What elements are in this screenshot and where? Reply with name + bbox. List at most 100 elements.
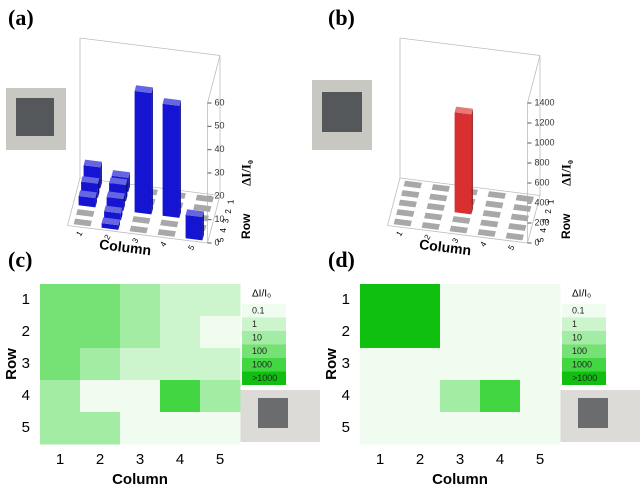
legend-label: 10 (572, 332, 582, 342)
y-tick-label: 4 (539, 228, 548, 233)
y-tick-label: 4 (219, 228, 228, 233)
heat-cell (40, 316, 81, 349)
legend-title: ΔI/I₀ (572, 289, 591, 300)
y-axis-label: Row (323, 348, 340, 380)
bar-top (111, 170, 130, 178)
zero-tile (477, 229, 496, 237)
zero-tile (429, 193, 448, 202)
heat-cell (520, 380, 561, 413)
zero-tile (449, 225, 468, 234)
panel-label: (c) (8, 247, 32, 272)
y-tick-label: 1 (342, 291, 350, 308)
bar-side (120, 207, 123, 221)
heat-cell (120, 380, 161, 413)
z-tick-label: 400 (535, 197, 550, 207)
bar-top (83, 159, 102, 168)
photo-device (258, 398, 288, 428)
z-tick-label: 60 (215, 97, 225, 107)
heat-cell (400, 316, 441, 349)
y-tick-label: 2 (544, 209, 553, 214)
x-tick-label: 5 (536, 451, 544, 468)
heat-cell (120, 284, 161, 317)
box-edge (207, 195, 221, 244)
legend-swatch (562, 304, 606, 318)
legend-label: 1 (252, 319, 257, 329)
x-tick-label: 4 (158, 240, 168, 249)
bar (78, 190, 97, 208)
x-tick-label: 3 (136, 451, 144, 468)
heat-cell (160, 348, 201, 381)
x-tick-label: 2 (102, 233, 112, 242)
heat-cell (160, 316, 201, 349)
legend-label: 100 (572, 346, 587, 356)
bar (134, 85, 153, 215)
x-tick-label: 5 (216, 451, 224, 468)
legend-label: 0.1 (572, 305, 585, 315)
heat-cell (200, 412, 241, 445)
heat-cell (40, 284, 81, 317)
heat-cell (440, 348, 481, 381)
x-tick-label: 5 (186, 243, 196, 252)
y-tick-label: 5 (536, 237, 545, 242)
zero-tile (157, 229, 176, 237)
bar-top (78, 190, 97, 199)
x-tick-label: 4 (496, 451, 504, 468)
y-tick-label: 3 (541, 218, 550, 223)
legend-swatch (562, 331, 606, 345)
y-tick-label: 2 (342, 323, 350, 340)
heat-cell (40, 380, 81, 413)
bar-side (128, 172, 130, 192)
heat-cell (40, 412, 81, 445)
zero-tile (421, 222, 440, 230)
heat-cell (520, 284, 561, 317)
bar-side (100, 161, 102, 189)
heat-cell (40, 348, 81, 381)
x-axis-label: Column (432, 471, 488, 488)
heat-cell (360, 380, 401, 413)
photo-device (322, 92, 362, 132)
zero-tile (513, 204, 532, 212)
x-tick-label: 2 (96, 451, 104, 468)
heat-cell (120, 348, 161, 381)
y-tick-label: 5 (216, 237, 225, 242)
zero-tile (487, 191, 506, 199)
heat-cell (80, 348, 121, 381)
zero-tile (401, 190, 420, 198)
legend-swatch (242, 331, 286, 345)
x-tick-label: 3 (450, 236, 460, 245)
legend-label: >1000 (252, 373, 277, 383)
z-tick-label: 800 (535, 157, 550, 167)
heat-cell (80, 284, 121, 317)
y-tick-label: 4 (22, 387, 30, 404)
heat-cell (520, 348, 561, 381)
box-edge (527, 195, 541, 244)
x-tick-label: 1 (376, 451, 384, 468)
heat-cell (160, 380, 201, 413)
z-tick-label: 10 (215, 214, 225, 224)
heat-cell (480, 316, 521, 349)
zero-tile (393, 218, 412, 227)
x-tick-label: 2 (422, 233, 432, 242)
legend-swatch (242, 371, 286, 385)
x-tick-label: 4 (176, 451, 184, 468)
bar-side (95, 192, 97, 208)
zero-tile (73, 218, 92, 227)
bar-top (185, 209, 204, 218)
heat-cell (200, 380, 241, 413)
heat-cell (400, 348, 441, 381)
heat-cell (400, 412, 441, 445)
heat-cell (520, 412, 561, 445)
heat-cell (80, 380, 121, 413)
photo-a (6, 88, 66, 150)
box-edge (387, 225, 528, 244)
legend-label: 1 (572, 319, 577, 329)
x-tick-label: 1 (74, 229, 84, 238)
x-axis-label: Column (112, 471, 168, 488)
legend-swatch (562, 371, 606, 385)
zero-tile (482, 210, 501, 218)
bar-side (125, 179, 128, 202)
bar-side (471, 108, 473, 215)
bar-front (185, 215, 203, 241)
heat-cell (520, 316, 561, 349)
